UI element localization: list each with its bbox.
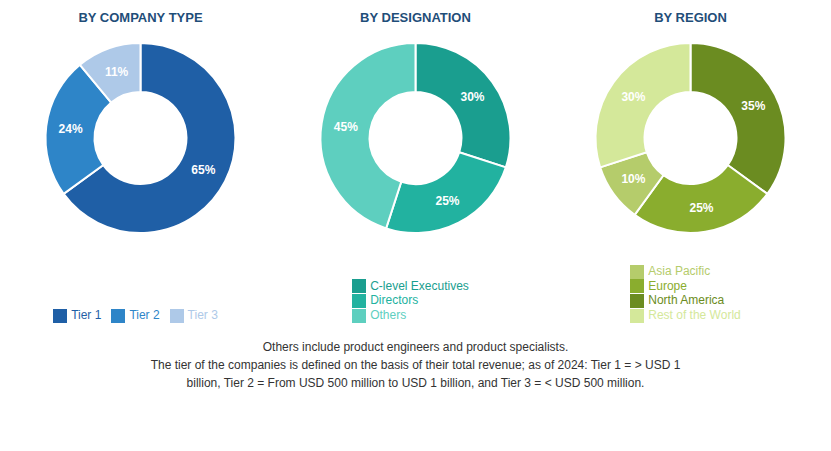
html-text:BY DESIGNATION: BY DESIGNATION — [360, 10, 471, 25]
svg-text:25%: 25% — [435, 194, 459, 208]
html-text:Asia Pacific: Asia Pacific — [648, 263, 711, 278]
html-text:Others: Others — [370, 308, 407, 323]
html-text:Tier 3: Tier 3 — [187, 308, 218, 323]
svg-text:11%: 11% — [105, 65, 129, 79]
html-text:Directors: Directors — [370, 293, 419, 308]
svg-text:35%: 35% — [741, 99, 765, 113]
svg-text:30%: 30% — [621, 90, 645, 104]
html-text:North America: North America — [648, 293, 725, 308]
svg-text:25%: 25% — [690, 201, 714, 215]
html-text:Others include product enginee: Others include product engineers and pro… — [262, 340, 569, 354]
html-text:Europe: Europe — [648, 278, 687, 293]
html-text:C-level Executives: C-level Executives — [370, 278, 469, 293]
html-text:Tier 2: Tier 2 — [129, 308, 160, 323]
html-text:BY REGION: BY REGION — [654, 10, 727, 25]
svg-text:10%: 10% — [621, 172, 645, 186]
html-text:BY COMPANY TYPE: BY COMPANY TYPE — [78, 10, 203, 25]
svg-text:30%: 30% — [461, 90, 485, 104]
html-text:Tier 1: Tier 1 — [71, 308, 102, 323]
html-text:billion, Tier 2 = From USD 500: billion, Tier 2 = From USD 500 million t… — [186, 376, 645, 390]
svg-text:65%: 65% — [191, 163, 215, 177]
html-text:Rest of the World: Rest of the World — [648, 308, 741, 323]
html-text:The tier of the companies is d: The tier of the companies is defined on … — [150, 358, 681, 372]
svg-text:24%: 24% — [59, 122, 83, 136]
svg-text:45%: 45% — [334, 120, 358, 134]
